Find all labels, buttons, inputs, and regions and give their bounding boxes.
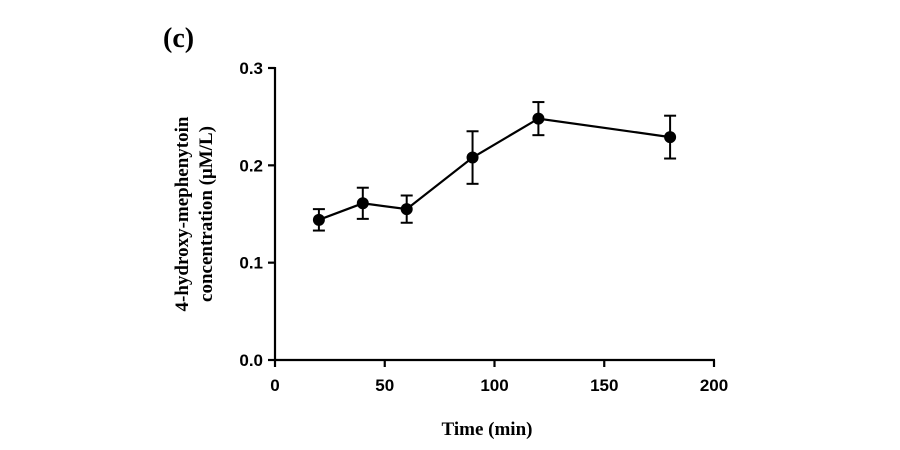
series-group <box>312 101 677 232</box>
data-point <box>466 151 479 164</box>
y-tick-label: 0.3 <box>239 59 263 78</box>
y-tick-label: 0.2 <box>239 156 263 175</box>
data-point <box>400 203 413 216</box>
data-point <box>356 197 369 210</box>
y-tick-label: 0.1 <box>239 254 263 273</box>
data-point <box>312 213 325 226</box>
x-tick-label: 200 <box>700 376 728 395</box>
data-point <box>664 131 677 144</box>
x-tick-label: 100 <box>480 376 508 395</box>
y-axis-title-line-2: concentration (μM/L) <box>196 126 217 302</box>
ticks: 0 50 100 150 200 0.0 0.1 0.2 0.3 <box>239 59 728 395</box>
data-point <box>532 112 545 125</box>
panel-label: (c) <box>163 23 194 54</box>
axes <box>273 67 715 362</box>
y-axis-title-line-1: 4-hydroxy-mephenytoin <box>172 116 193 311</box>
y-axis-title: 4-hydroxy-mephenytoin concentration (μM/… <box>172 116 217 311</box>
x-tick-label: 150 <box>590 376 618 395</box>
x-tick-label: 50 <box>375 376 394 395</box>
x-tick-label: 0 <box>270 376 279 395</box>
y-tick-label: 0.0 <box>239 351 263 370</box>
x-axis-title: Time (min) <box>442 419 533 440</box>
series-line <box>318 117 671 221</box>
